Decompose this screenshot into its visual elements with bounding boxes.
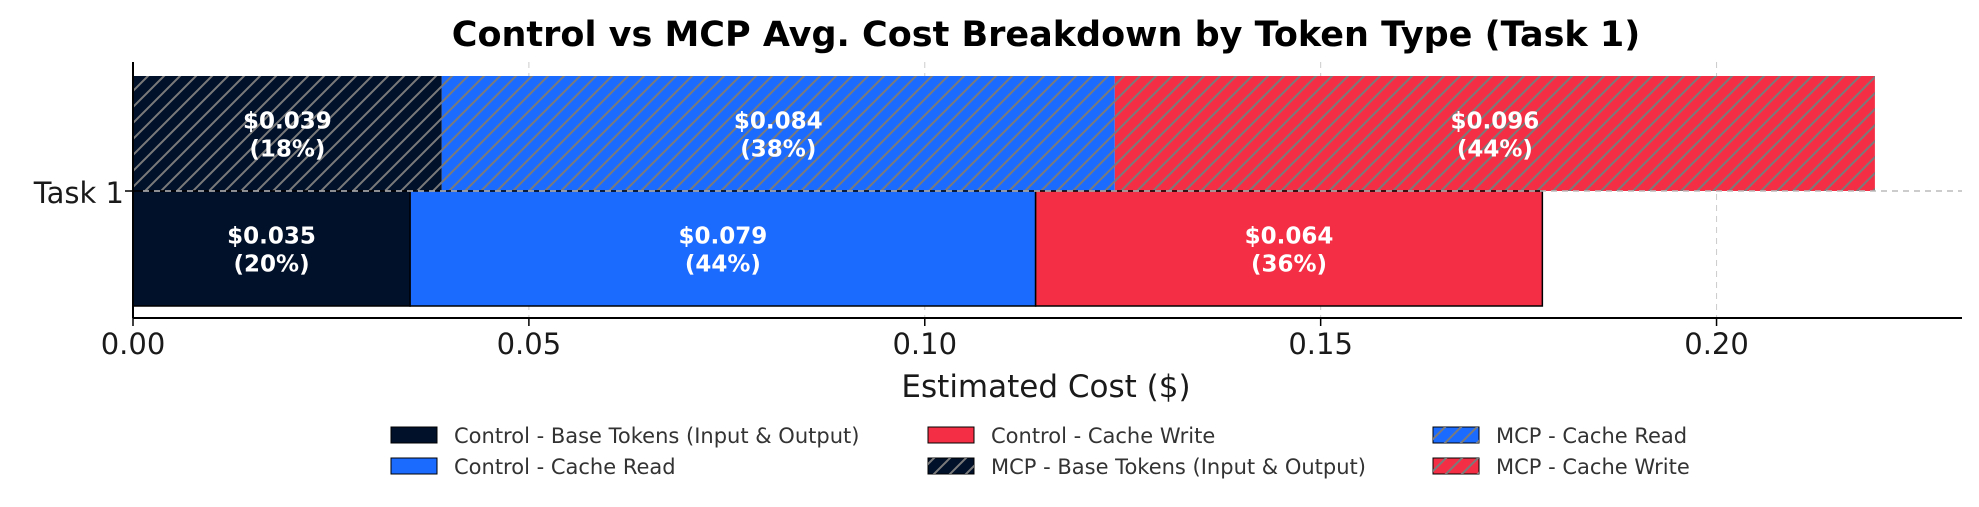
bar-percent-label: (36%) (1251, 252, 1327, 278)
legend-label: Control - Base Tokens (Input & Output) (454, 424, 859, 448)
x-tick-label: 0.05 (497, 327, 562, 361)
legend-swatch-hatch (928, 458, 974, 474)
y-tick-label: Task 1 (33, 176, 124, 210)
bar-value-label: $0.084 (734, 109, 823, 135)
bar-value-label: $0.064 (1245, 224, 1334, 250)
bar-control-segment-2 (1034, 190, 1544, 307)
axes (125, 62, 1962, 319)
bar-control-segment-1 (409, 190, 1037, 307)
x-axis-label: Estimated Cost ($) (901, 369, 1190, 405)
bar-percent-label: (20%) (234, 252, 310, 278)
x-tick-label: 0.10 (892, 327, 957, 361)
bar-hatch-overlay (441, 76, 1115, 191)
bars (132, 76, 1962, 307)
bar-value-label: $0.039 (243, 109, 332, 135)
legend-swatch (927, 426, 975, 444)
bar-percent-label: (44%) (1457, 137, 1533, 163)
legend-label: MCP - Cache Write (1496, 455, 1690, 479)
legend-label: Control - Cache Write (991, 424, 1215, 448)
bar-labels: $0.039(18%)$0.084(38%)$0.096(44%)$0.035(… (227, 109, 1539, 278)
legend-label: MCP - Base Tokens (Input & Output) (991, 455, 1366, 479)
bar-percent-label: (44%) (685, 252, 761, 278)
legend-swatch-hatch (1433, 458, 1479, 474)
x-tick-label: 0.00 (101, 327, 166, 361)
bar-hatch-overlay (133, 76, 442, 191)
x-tick-label: 0.15 (1288, 327, 1353, 361)
bar-value-label: $0.035 (227, 224, 316, 250)
bar-percent-label: (38%) (740, 137, 816, 163)
bar-value-label: $0.096 (1450, 109, 1539, 135)
legend-swatch (390, 457, 438, 475)
bar-value-label: $0.079 (678, 224, 767, 250)
bar-percent-label: (18%) (249, 137, 325, 163)
chart-title: Control vs MCP Avg. Cost Breakdown by To… (452, 15, 1640, 55)
x-tick-label: 0.20 (1684, 327, 1749, 361)
bar-hatch-overlay (1114, 76, 1875, 191)
legend-swatch (390, 426, 438, 444)
legend-swatch-hatch (1433, 427, 1479, 443)
legend: Control - Base Tokens (Input & Output) Co… (390, 424, 1690, 479)
legend-label: MCP - Cache Read (1496, 424, 1687, 448)
x-ticks: 0.00 0.05 0.10 0.15 0.20 (101, 318, 1749, 361)
legend-label: Control - Cache Read (454, 455, 676, 479)
